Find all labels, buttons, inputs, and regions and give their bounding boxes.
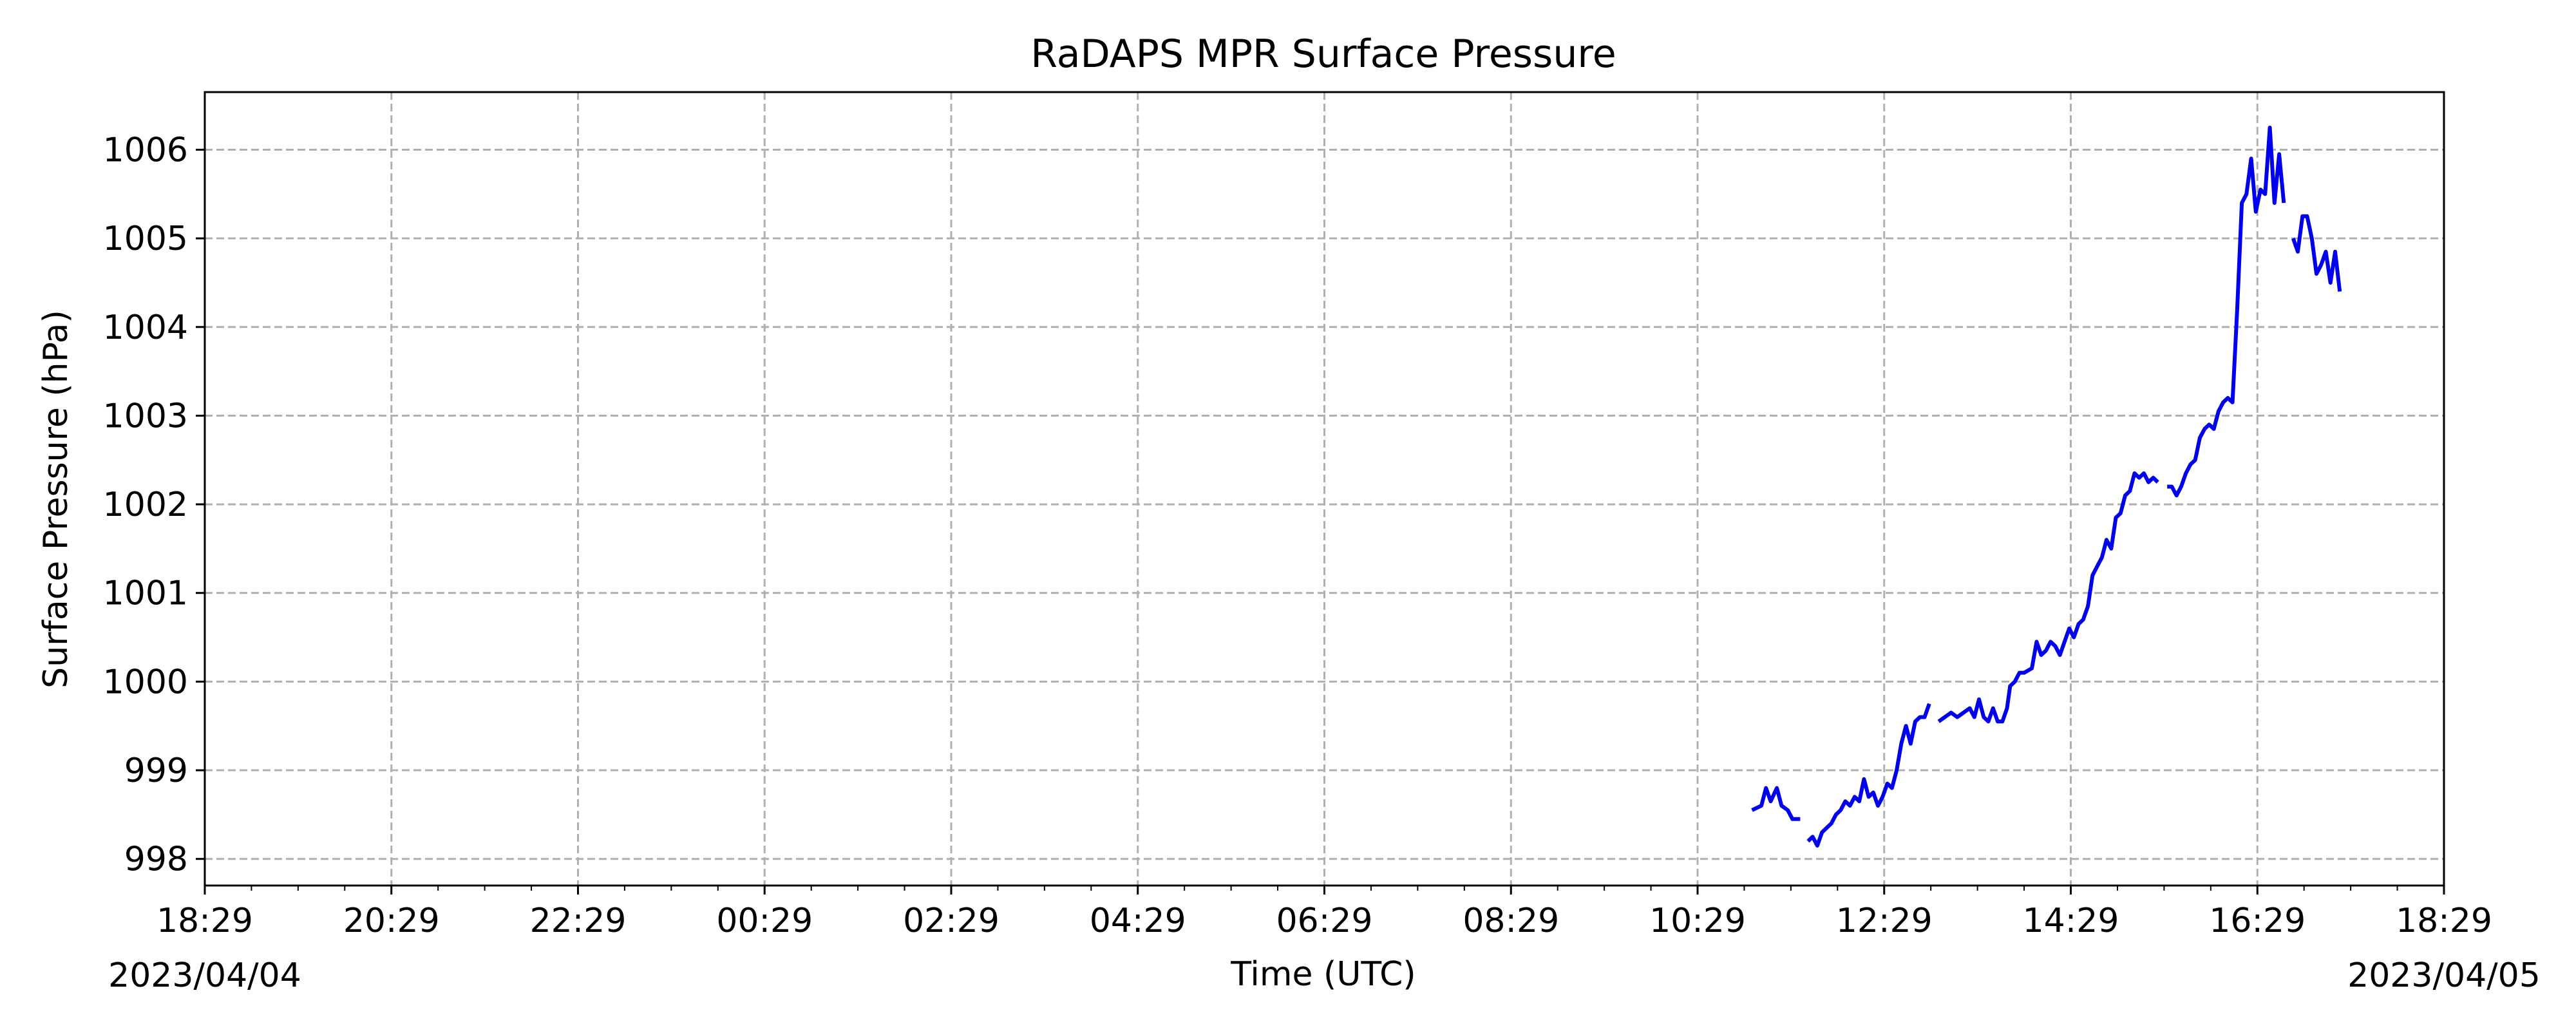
pressure-series-line (1937, 471, 2159, 724)
y-tick-label: 1001 (103, 574, 188, 613)
chart-title: RaDAPS MPR Surface Pressure (1030, 32, 1616, 77)
y-tick-label: 1006 (103, 131, 188, 169)
x-tick-label: 18:29 (156, 902, 253, 940)
x-tick-label: 04:29 (1090, 902, 1186, 940)
y-tick-label: 1000 (103, 663, 188, 701)
y-tick-label: 1003 (103, 397, 188, 435)
pressure-series-line (2167, 126, 2286, 498)
x-tick-label: 16:29 (2209, 902, 2306, 940)
x-tick-label: 14:29 (2023, 902, 2119, 940)
y-axis-label: Surface Pressure (hPa) (37, 310, 75, 688)
pressure-series-line (1751, 786, 1801, 821)
x-tick-label: 18:29 (2396, 902, 2492, 940)
x-tick-label: 02:29 (903, 902, 999, 940)
y-tick-label: 1004 (103, 308, 188, 347)
grid (205, 92, 2444, 886)
x-end-date: 2023/04/05 (2347, 956, 2541, 995)
axis-ticks: 18:29 20:29 22:29 00:29 02:29 04:29 06:29 08:29… (103, 131, 2492, 940)
y-tick-label: 998 (124, 840, 188, 879)
x-start-date: 2023/04/04 (108, 956, 301, 995)
x-tick-label: 06:29 (1276, 902, 1373, 940)
pressure-series-line (2291, 214, 2342, 292)
x-tick-label: 12:29 (1836, 902, 1933, 940)
x-tick-label: 00:29 (716, 902, 813, 940)
x-tick-label: 22:29 (530, 902, 627, 940)
x-tick-label: 10:29 (1649, 902, 1746, 940)
series-lines (1751, 126, 2342, 848)
y-tick-label: 1002 (103, 486, 188, 524)
x-tick-label: 08:29 (1463, 902, 1559, 940)
x-tick-label: 20:29 (343, 902, 440, 940)
pressure-series-line (1806, 703, 1931, 848)
x-axis-label: Time (UTC) (1230, 955, 1416, 994)
y-tick-label: 1005 (103, 220, 188, 258)
y-tick-label: 999 (124, 752, 188, 790)
